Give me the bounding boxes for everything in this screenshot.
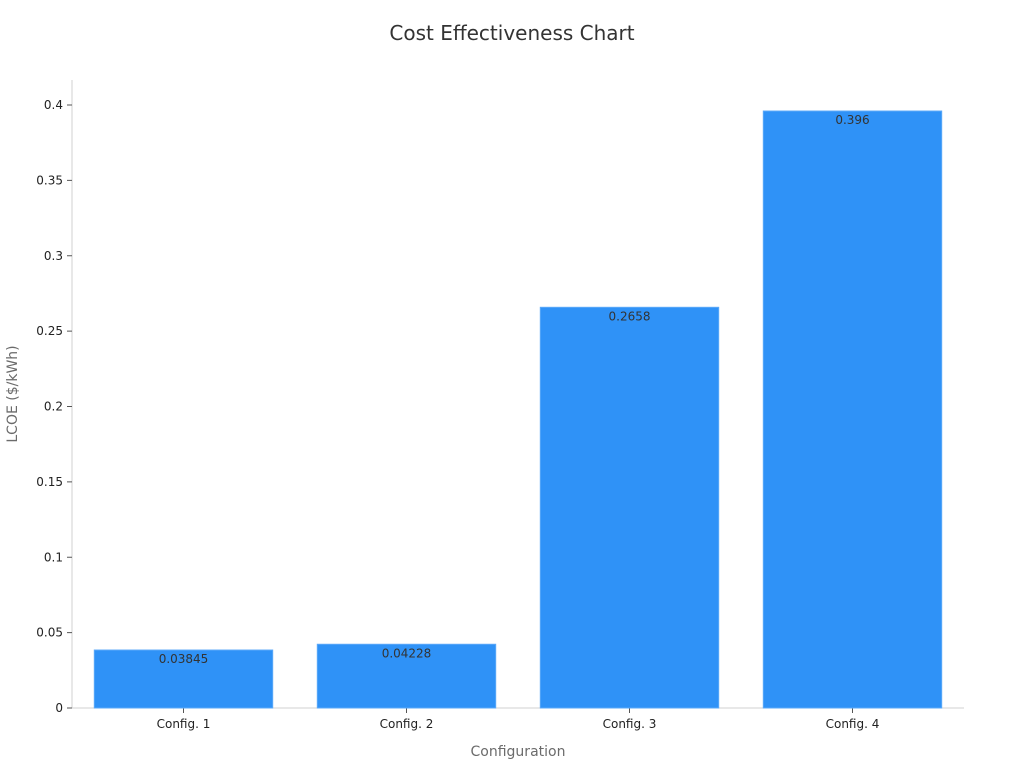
x-tick-label: Config. 4 bbox=[826, 717, 880, 731]
y-tick-label: 0.4 bbox=[44, 98, 63, 112]
y-tick-label: 0.2 bbox=[44, 400, 63, 414]
bars-group bbox=[93, 110, 943, 709]
bar-4 bbox=[762, 110, 943, 709]
chart-title: Cost Effectiveness Chart bbox=[389, 21, 634, 45]
bar-1 bbox=[93, 649, 274, 709]
y-axis-title: LCOE ($/kWh) bbox=[5, 345, 21, 442]
data-label: 0.03845 bbox=[159, 652, 209, 666]
y-axis: 0 0.05 0.1 0.15 0.2 0.25 0.3 0.35 0.4 bbox=[36, 80, 73, 715]
data-label: 0.396 bbox=[835, 113, 869, 127]
y-tick-label: 0.15 bbox=[36, 475, 63, 489]
data-labels-group: 0.03845 0.04228 0.2658 0.396 bbox=[159, 113, 870, 666]
bar-3 bbox=[539, 306, 720, 709]
x-tick-label: Config. 2 bbox=[380, 717, 434, 731]
y-tick-label: 0 bbox=[55, 701, 63, 715]
y-tick-label: 0.3 bbox=[44, 249, 63, 263]
y-tick-label: 0.1 bbox=[44, 550, 63, 564]
data-label: 0.04228 bbox=[382, 646, 432, 660]
x-axis: Config. 1 Config. 2 Config. 3 Config. 4 bbox=[72, 707, 964, 731]
x-axis-title: Configuration bbox=[471, 744, 566, 760]
bar-2 bbox=[316, 643, 497, 709]
x-tick-label: Config. 1 bbox=[157, 717, 211, 731]
y-tick-label: 0.25 bbox=[36, 324, 63, 338]
y-tick-label: 0.05 bbox=[36, 626, 63, 640]
x-tick-label: Config. 3 bbox=[603, 717, 657, 731]
y-tick-label: 0.35 bbox=[36, 173, 63, 187]
data-label: 0.2658 bbox=[609, 309, 651, 323]
